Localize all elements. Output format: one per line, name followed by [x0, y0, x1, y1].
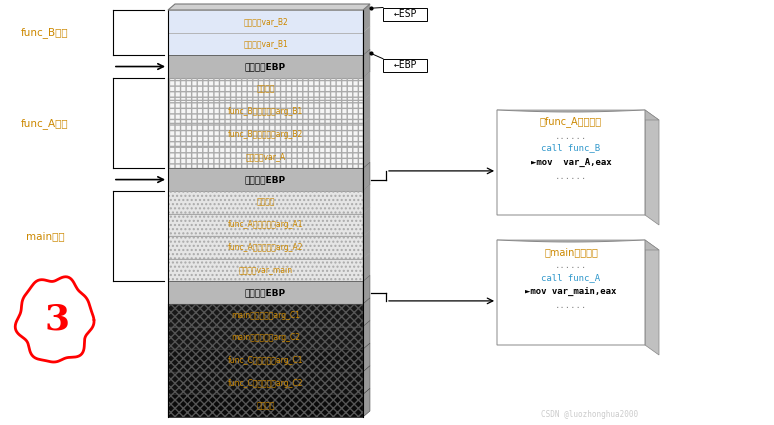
- Text: 3: 3: [44, 303, 70, 337]
- Polygon shape: [363, 275, 370, 304]
- Polygon shape: [168, 281, 363, 304]
- Text: func_A第一个参数arg_A1: func_A第一个参数arg_A1: [228, 220, 303, 230]
- Polygon shape: [363, 27, 370, 55]
- Text: func_A第二个参数arg_A2: func_A第二个参数arg_A2: [228, 243, 303, 252]
- Polygon shape: [363, 207, 370, 236]
- Polygon shape: [497, 110, 659, 120]
- Polygon shape: [363, 162, 370, 191]
- Polygon shape: [497, 110, 645, 215]
- Polygon shape: [168, 146, 363, 168]
- Polygon shape: [363, 185, 370, 213]
- Polygon shape: [645, 240, 659, 355]
- Text: ►mov  var_A,eax: ►mov var_A,eax: [531, 157, 611, 167]
- Polygon shape: [168, 33, 363, 55]
- Polygon shape: [363, 320, 370, 349]
- Text: CSDN @luozhonghua2000: CSDN @luozhonghua2000: [542, 410, 639, 419]
- Polygon shape: [168, 168, 363, 191]
- Text: main第二个参数arg_C2: main第二个参数arg_C2: [231, 333, 300, 343]
- Polygon shape: [168, 78, 363, 100]
- Polygon shape: [363, 298, 370, 326]
- Text: func_B第一个参数arg_B1: func_B第一个参数arg_B1: [228, 107, 303, 116]
- Polygon shape: [168, 236, 363, 259]
- Polygon shape: [168, 372, 363, 394]
- Polygon shape: [497, 240, 659, 250]
- Polygon shape: [168, 304, 363, 326]
- Polygon shape: [168, 10, 363, 33]
- Polygon shape: [363, 343, 370, 372]
- Text: func_C第一个参数arg_C1: func_C第一个参数arg_C1: [228, 356, 303, 365]
- Text: func_A栈帧: func_A栈帧: [21, 118, 69, 128]
- Text: （main代码区）: （main代码区）: [544, 247, 598, 257]
- Polygon shape: [168, 349, 363, 372]
- Text: call func_B: call func_B: [542, 144, 601, 153]
- Text: ←ESP: ←ESP: [393, 9, 416, 19]
- Polygon shape: [363, 366, 370, 394]
- Polygon shape: [168, 259, 363, 281]
- Text: 初始数据: 初始数据: [256, 401, 275, 410]
- Polygon shape: [363, 117, 370, 146]
- Text: func_B第二个参数arg_B2: func_B第二个参数arg_B2: [228, 130, 303, 139]
- Polygon shape: [363, 72, 370, 100]
- FancyBboxPatch shape: [383, 59, 427, 72]
- Polygon shape: [363, 94, 370, 123]
- Text: main第一个参数arg_C1: main第一个参数arg_C1: [231, 311, 300, 320]
- FancyBboxPatch shape: [383, 8, 427, 20]
- Text: ......: ......: [555, 261, 587, 270]
- Text: 局部变量var_B2: 局部变量var_B2: [243, 17, 288, 26]
- Polygon shape: [363, 4, 370, 33]
- Text: ......: ......: [555, 301, 587, 311]
- Polygon shape: [168, 213, 363, 236]
- Text: ......: ......: [555, 131, 587, 141]
- Polygon shape: [363, 140, 370, 168]
- Text: 局部变量var_main: 局部变量var_main: [238, 266, 293, 275]
- Text: 前栈帧的EBP: 前栈帧的EBP: [245, 288, 286, 297]
- Text: （func_A代码区）: （func_A代码区）: [540, 116, 602, 127]
- Text: func_C第二个参数arg_C2: func_C第二个参数arg_C2: [228, 379, 303, 388]
- Polygon shape: [168, 123, 363, 146]
- Polygon shape: [168, 191, 363, 213]
- Text: ►mov var_main,eax: ►mov var_main,eax: [526, 287, 617, 297]
- Polygon shape: [168, 4, 370, 10]
- Text: main栈帧: main栈帧: [26, 231, 64, 241]
- Text: 返回地址: 返回地址: [256, 85, 275, 94]
- Text: func_B栈帧: func_B栈帧: [21, 27, 69, 38]
- Text: 局部变量var_B1: 局部变量var_B1: [243, 40, 288, 48]
- Text: 前栈帧的EBP: 前栈帧的EBP: [245, 175, 286, 184]
- Text: ←EBP: ←EBP: [393, 60, 416, 70]
- Polygon shape: [168, 55, 363, 78]
- Polygon shape: [645, 110, 659, 225]
- Polygon shape: [363, 253, 370, 281]
- Text: 前栈帧的EBP: 前栈帧的EBP: [245, 62, 286, 71]
- Text: ......: ......: [555, 172, 587, 181]
- Polygon shape: [363, 230, 370, 259]
- Polygon shape: [168, 394, 363, 417]
- Polygon shape: [168, 326, 363, 349]
- Text: 局部变量var_A: 局部变量var_A: [245, 153, 286, 162]
- Polygon shape: [168, 100, 363, 123]
- Text: call func_A: call func_A: [542, 274, 601, 283]
- Polygon shape: [497, 240, 645, 345]
- Text: 返回地址: 返回地址: [256, 198, 275, 207]
- Polygon shape: [363, 49, 370, 78]
- Polygon shape: [363, 388, 370, 417]
